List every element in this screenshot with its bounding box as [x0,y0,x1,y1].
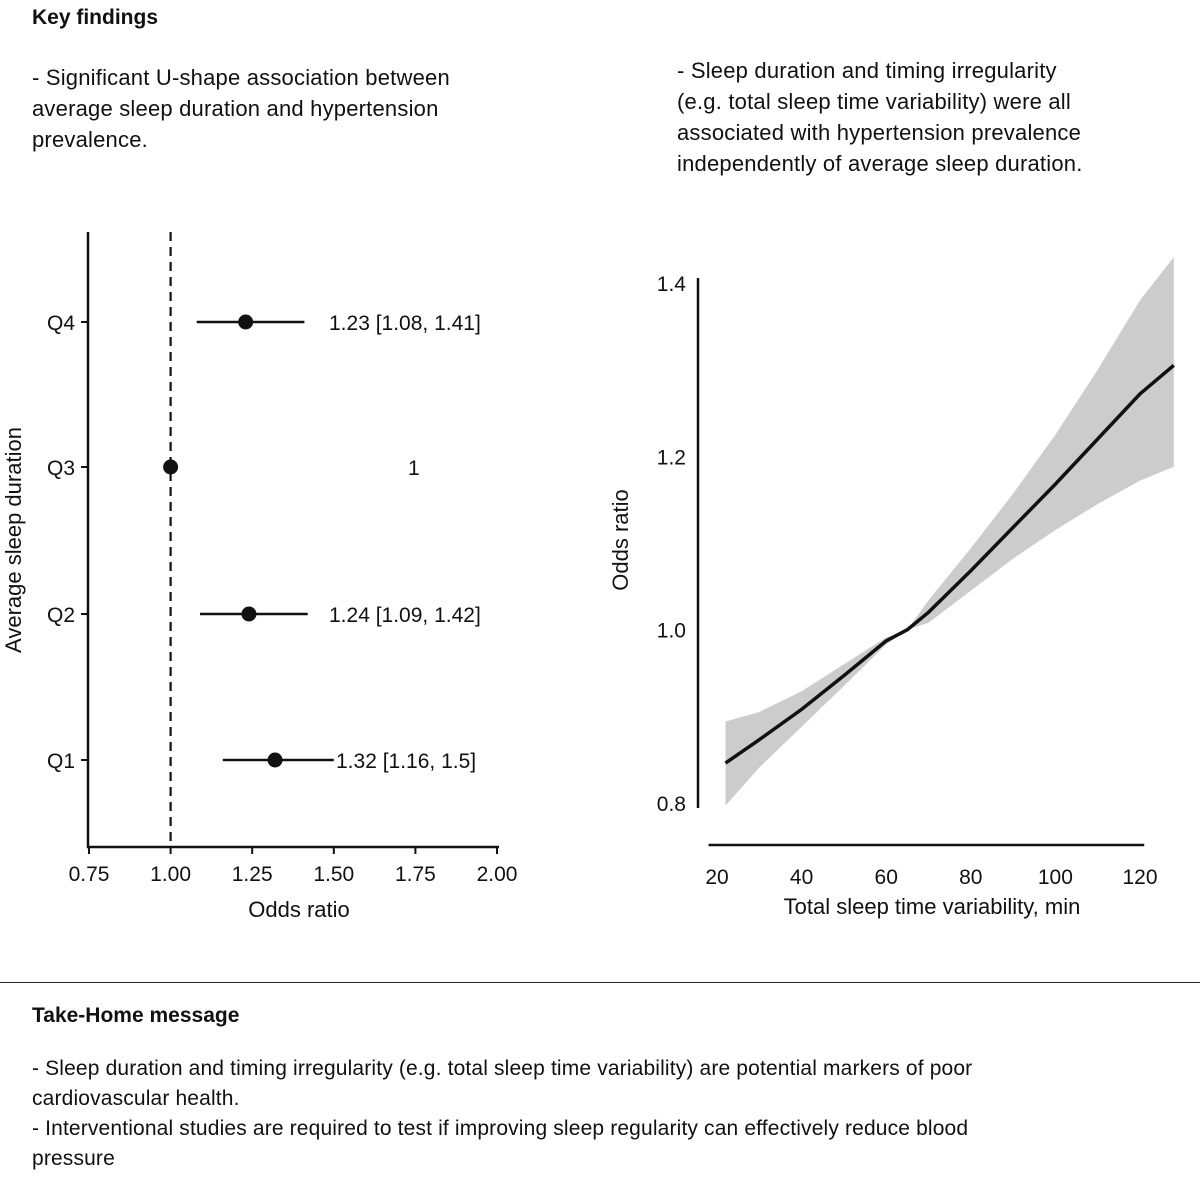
estimate-point [163,459,179,475]
x-tick-label: 60 [875,866,898,889]
take-home-line: - Sleep duration and timing irregularity… [32,1057,973,1080]
y-tick-label: Q2 [47,604,75,627]
estimate-point [241,606,257,622]
y-tick-label: 1.0 [657,620,686,643]
section-divider [0,982,1200,983]
estimate-point [238,314,254,330]
data-label: 1 [408,457,420,480]
take-home-line: cardiovascular health. [32,1087,240,1110]
data-label: 1.24 [1.09, 1.42] [329,604,481,627]
fitted-line [724,363,1175,765]
x-tick-label: 20 [705,866,728,889]
estimate-point [267,752,283,768]
x-tick-label: 1.25 [232,863,273,886]
x-tick-label: 2.00 [477,863,518,886]
key-finding-left-text: - Significant U-shape association betwee… [32,65,450,152]
take-home-line: pressure [32,1147,115,1170]
key-finding-right-text: - Sleep duration and timing irregularity… [677,58,1083,176]
y-tick-label: Q1 [47,750,75,773]
key-findings-title: Key findings [32,6,159,29]
y-tick-label: Q3 [47,457,75,480]
x-axis-title: Odds ratio [248,897,350,922]
x-tick-label: 120 [1122,866,1157,889]
forest-plot-chart: Q4 Q3 Q2 Q1 1.23 [1.08, 1.41] 1 1.24 [1.09, 1.… [1,232,518,922]
y-axis-title: Average sleep duration [1,427,26,653]
data-label: 1.32 [1.16, 1.5] [336,750,476,773]
x-tick-label: 1.75 [395,863,436,886]
sleep-variability-chart: 0.8 1.0 1.2 1.4 20 40 60 80 100 120 Total sleep ti… [608,257,1175,919]
x-tick-label: 40 [790,866,813,889]
take-home-body: - Sleep duration and timing irregularity… [32,1054,1182,1174]
y-tick-label: 1.4 [657,273,687,296]
x-tick-label: 1.50 [313,863,354,886]
data-label: 1.23 [1.08, 1.41] [329,312,481,335]
x-tick-label: 0.75 [69,863,110,886]
x-tick-label: 1.00 [150,863,191,886]
x-axis-title: Total sleep time variability, min [784,894,1081,919]
x-tick-label: 80 [959,866,982,889]
x-tick-label: 100 [1038,866,1073,889]
confidence-band [725,257,1174,806]
take-home-line: - Interventional studies are required to… [32,1117,969,1140]
y-tick-label: Q4 [47,312,75,335]
y-axis-title: Odds ratio [608,489,633,591]
y-tick-label: 1.2 [657,446,686,469]
y-tick-label: 0.8 [657,793,686,816]
take-home-title: Take-Home message [32,1004,240,1027]
